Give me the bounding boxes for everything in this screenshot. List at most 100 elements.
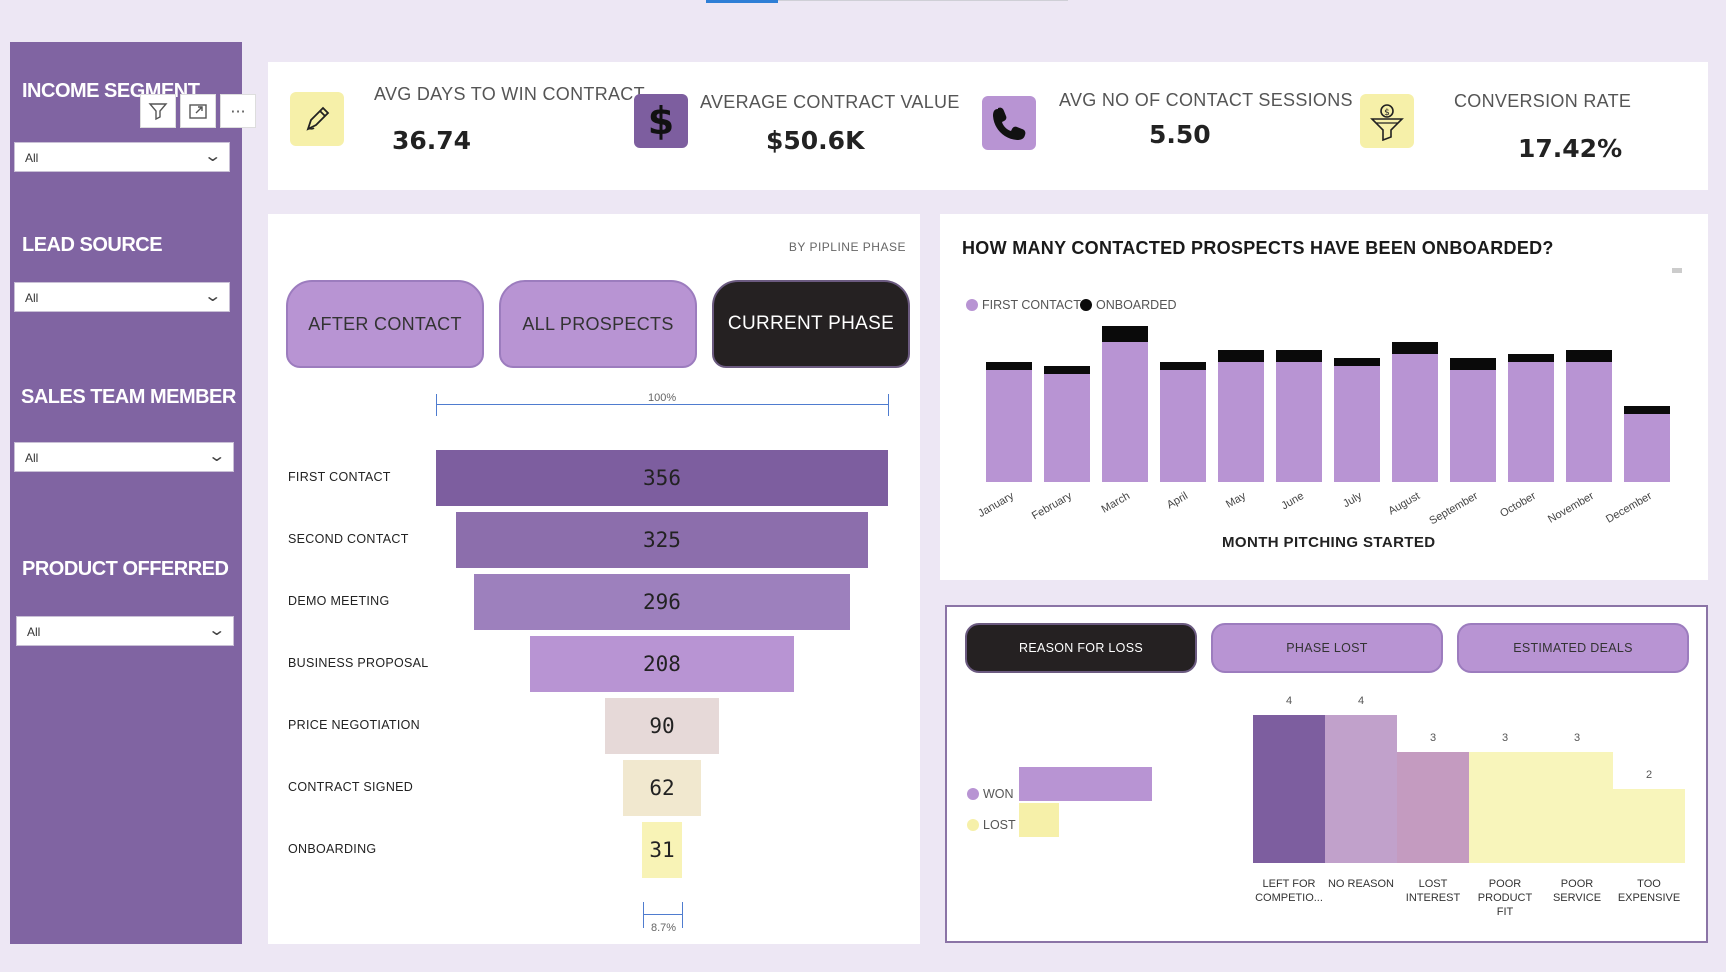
funnel-stage-bar[interactable]: 31 bbox=[642, 822, 682, 878]
reason-category-label: TOO EXPENSIVE bbox=[1612, 877, 1686, 905]
after-contact-button[interactable]: AFTER CONTACT bbox=[286, 280, 484, 368]
bar-onboarded[interactable] bbox=[1334, 358, 1380, 366]
winloss-bar[interactable] bbox=[1019, 803, 1059, 837]
chevron-down-icon: ⌄ bbox=[206, 622, 226, 639]
reason-category-line: COMPETIO... bbox=[1255, 892, 1323, 904]
bar-onboarded[interactable] bbox=[986, 362, 1032, 370]
bar-first-contact[interactable] bbox=[1276, 362, 1322, 482]
funnel-stage-label: FIRST CONTACT bbox=[288, 470, 391, 484]
kpi-label-conversion-rate: CONVERSION RATE bbox=[1454, 91, 1632, 111]
kpi-card: AVG DAYS TO WIN CONTRACT 36.74 $ AVERAGE… bbox=[268, 62, 1708, 190]
reason-category-line: NO REASON bbox=[1327, 878, 1394, 890]
bar-first-contact[interactable] bbox=[1508, 362, 1554, 482]
income-segment-dropdown[interactable]: All ⌄ bbox=[14, 142, 230, 172]
kpi-label-avg-contract-value: AVERAGE CONTRACT VALUE bbox=[700, 92, 960, 112]
sales-team-member-dropdown[interactable]: All ⌄ bbox=[14, 442, 234, 472]
lead-source-title: LEAD SOURCE bbox=[22, 234, 163, 256]
reason-category-label: NO REASON bbox=[1324, 877, 1398, 891]
reason-value-label: 2 bbox=[1645, 769, 1653, 781]
bar-first-contact[interactable] bbox=[1044, 374, 1090, 482]
reason-bar[interactable] bbox=[1469, 752, 1541, 863]
filter-icon[interactable] bbox=[140, 94, 176, 128]
legend-label-won: WON bbox=[983, 787, 1014, 801]
kpi-value-conversion-rate: 17.42% bbox=[1518, 134, 1623, 163]
current-phase-button[interactable]: CURRENT PHASE bbox=[712, 280, 910, 368]
legend-label-onboarded: ONBOARDED bbox=[1096, 298, 1177, 312]
funnel-stage-bar[interactable]: 325 bbox=[455, 512, 869, 568]
bar-first-contact[interactable] bbox=[1566, 362, 1612, 482]
focus-mode-icon[interactable] bbox=[180, 94, 216, 128]
bar-first-contact[interactable] bbox=[1218, 362, 1264, 482]
bar-onboarded[interactable] bbox=[1160, 362, 1206, 370]
winloss-bar[interactable] bbox=[1019, 767, 1152, 801]
funnel-stage-bar[interactable]: 296 bbox=[474, 574, 850, 630]
reason-bar[interactable] bbox=[1325, 715, 1397, 863]
onboarded-x-axis-title: MONTH PITCHING STARTED bbox=[1222, 534, 1436, 551]
bar-onboarded[interactable] bbox=[1276, 350, 1322, 362]
funnel-stage-label: PRICE NEGOTIATION bbox=[288, 718, 420, 732]
bar-onboarded[interactable] bbox=[1102, 326, 1148, 342]
phone-icon bbox=[982, 96, 1036, 150]
funnel-stage-bar[interactable]: 356 bbox=[436, 450, 888, 506]
onboarded-chart-card: HOW MANY CONTACTED PROSPECTS HAVE BEEN O… bbox=[940, 214, 1708, 580]
bar-onboarded[interactable] bbox=[1624, 406, 1670, 414]
reason-category-label: LOST INTEREST bbox=[1396, 877, 1470, 905]
bar-first-contact[interactable] bbox=[1450, 370, 1496, 482]
bar-first-contact[interactable] bbox=[1102, 342, 1148, 482]
onboarded-chart-title: HOW MANY CONTACTED PROSPECTS HAVE BEEN O… bbox=[962, 238, 1554, 258]
all-prospects-button[interactable]: ALL PROSPECTS bbox=[499, 280, 697, 368]
bar-first-contact[interactable] bbox=[1624, 414, 1670, 482]
funnel-bottom-bracket-line bbox=[643, 914, 683, 915]
bar-onboarded[interactable] bbox=[1566, 350, 1612, 362]
reason-for-loss-button[interactable]: REASON FOR LOSS bbox=[965, 623, 1197, 673]
bar-onboarded[interactable] bbox=[1450, 358, 1496, 370]
reason-category-line: LOST bbox=[1418, 878, 1448, 890]
more-options-icon[interactable]: ··· bbox=[220, 94, 256, 128]
reason-bar[interactable] bbox=[1541, 752, 1613, 863]
phase-lost-button[interactable]: PHASE LOST bbox=[1211, 623, 1443, 673]
filter-sidebar: INCOME SEGMENT ··· All ⌄ LEAD SOURCE All… bbox=[10, 42, 256, 944]
funnel-dollar-icon: $ bbox=[1360, 94, 1414, 148]
reason-value-label: 3 bbox=[1501, 732, 1509, 744]
reason-bar[interactable] bbox=[1613, 789, 1685, 863]
product-offerred-dropdown[interactable]: All ⌄ bbox=[16, 616, 234, 646]
reason-bar[interactable] bbox=[1253, 715, 1325, 863]
chevron-down-icon: ⌄ bbox=[206, 448, 226, 465]
reason-category-line: FIT bbox=[1496, 906, 1514, 918]
sales-team-member-title: SALES TEAM MEMBER bbox=[21, 386, 236, 408]
funnel-stage-bar[interactable]: 208 bbox=[529, 636, 795, 692]
legend-dot-first-contact bbox=[966, 299, 978, 311]
kpi-value-avg-days: 36.74 bbox=[392, 126, 472, 155]
legend-dot-lost bbox=[967, 819, 979, 831]
chart-menu-handle[interactable] bbox=[1672, 268, 1682, 273]
funnel-bottom-percent: 8.7% bbox=[651, 922, 677, 934]
bar-first-contact[interactable] bbox=[1160, 370, 1206, 482]
funnel-top-bracket-right bbox=[888, 394, 889, 416]
loss-analysis-card: REASON FOR LOSS PHASE LOST ESTIMATED DEA… bbox=[945, 605, 1708, 943]
product-offerred-value: All bbox=[27, 625, 41, 639]
funnel-stage-bar[interactable]: 90 bbox=[604, 698, 720, 754]
funnel-stage-label: BUSINESS PROPOSAL bbox=[288, 656, 429, 670]
bar-onboarded[interactable] bbox=[1392, 342, 1438, 354]
estimated-deals-button[interactable]: ESTIMATED DEALS bbox=[1457, 623, 1689, 673]
chevron-down-icon: ⌄ bbox=[202, 148, 222, 165]
bar-first-contact[interactable] bbox=[986, 370, 1032, 482]
bar-onboarded[interactable] bbox=[1508, 354, 1554, 362]
bar-onboarded[interactable] bbox=[1044, 366, 1090, 374]
bar-first-contact[interactable] bbox=[1392, 354, 1438, 482]
bar-onboarded[interactable] bbox=[1218, 350, 1264, 362]
product-offerred-title: PRODUCT OFFERRED bbox=[22, 558, 229, 580]
funnel-stage-label: SECOND CONTACT bbox=[288, 532, 409, 546]
reason-category-label: POOR SERVICE bbox=[1540, 877, 1614, 905]
reason-category-line: POOR bbox=[1488, 878, 1522, 890]
legend-onboarded: ONBOARDED bbox=[1080, 298, 1177, 312]
bar-first-contact[interactable] bbox=[1334, 366, 1380, 482]
funnel-bottom-bracket-left bbox=[643, 902, 644, 928]
visual-header-tools: ··· bbox=[140, 94, 256, 128]
lead-source-dropdown[interactable]: All ⌄ bbox=[14, 282, 230, 312]
reason-bar[interactable] bbox=[1397, 752, 1469, 863]
reason-category-line: INTEREST bbox=[1405, 892, 1461, 904]
reason-value-label: 3 bbox=[1429, 732, 1437, 744]
page-tab-indicator bbox=[706, 0, 778, 3]
funnel-stage-bar[interactable]: 62 bbox=[622, 760, 702, 816]
